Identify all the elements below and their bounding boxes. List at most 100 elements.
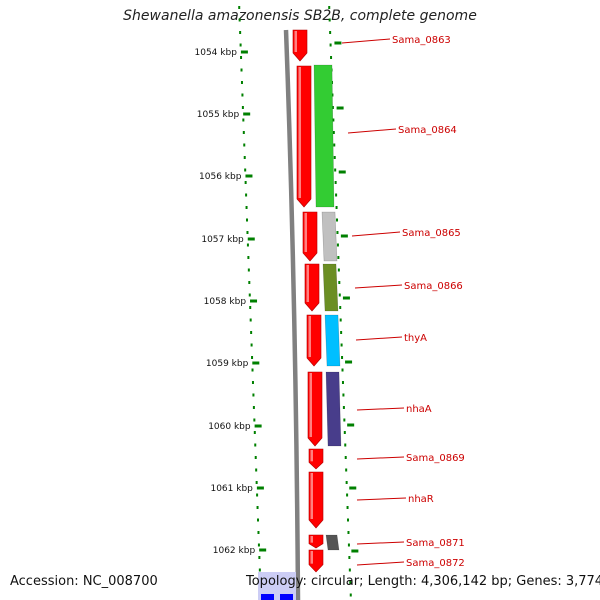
guide-dot [333, 143, 336, 147]
guide-dot [253, 431, 256, 434]
kbp-tick-label: 1059 kbp [206, 359, 249, 369]
kbp-tick [245, 174, 253, 178]
minor-tick [338, 170, 346, 174]
label-leader-line [351, 231, 401, 237]
guide-dot [334, 168, 337, 172]
guide-dot [348, 556, 351, 559]
guide-dot [258, 556, 261, 559]
minor-tick [349, 486, 357, 490]
gene-bar [325, 534, 340, 551]
rna-feature [261, 594, 274, 600]
label-leader-line [356, 541, 405, 545]
guide-dot [251, 356, 254, 359]
label-leader-line [356, 407, 405, 411]
guide-dot [328, 18, 331, 22]
guide-dot [257, 518, 260, 522]
guide-dot [341, 356, 344, 359]
guide-dot [340, 331, 343, 334]
guide-dot [348, 568, 351, 572]
guide-dot [338, 293, 341, 297]
guide-dot [349, 581, 352, 584]
guide-dot [339, 306, 342, 309]
guide-dot [246, 218, 249, 222]
guide-dot [345, 468, 348, 472]
kbp-tick [254, 424, 262, 428]
kbp-tick-label: 1062 kbp [213, 546, 256, 556]
cds-arrow-highlight [310, 551, 313, 564]
guide-dot [254, 443, 257, 447]
genome-backbone [283, 29, 301, 600]
gene-label: Sama_0864 [398, 125, 457, 136]
label-leader-line [341, 38, 391, 44]
guide-dot [257, 531, 260, 534]
guide-dot [246, 243, 249, 247]
kbp-tick [240, 50, 248, 54]
rna-feature [280, 594, 293, 600]
guide-dot [345, 481, 348, 484]
label-leader-line [356, 497, 407, 501]
guide-dot [343, 418, 346, 422]
guide-dot [337, 256, 340, 259]
minor-tick [336, 106, 344, 110]
guide-dot [244, 168, 247, 172]
guide-dot [257, 543, 260, 547]
guide-dot [342, 393, 345, 397]
guide-dot [240, 81, 243, 84]
guide-dot [334, 181, 337, 184]
label-leader-line [356, 456, 405, 460]
gene-features [313, 64, 342, 551]
guide-dot [240, 68, 243, 72]
guide-dot [332, 131, 335, 134]
label-leader-line [355, 336, 403, 341]
guide-dot [342, 406, 345, 409]
guide-dot [347, 531, 350, 534]
guide-dot [253, 418, 256, 422]
kbp-tick [252, 361, 260, 365]
guide-dot [335, 193, 338, 197]
guide-dot [337, 268, 340, 272]
gene-label: Sama_0872 [406, 558, 465, 569]
guide-dot [250, 331, 253, 334]
guide-dot [251, 381, 254, 384]
kbp-tick-label: 1055 kbp [197, 110, 240, 120]
gene-bar [325, 371, 342, 447]
gene-bar [321, 211, 338, 262]
guide-dot [332, 118, 335, 122]
guide-dot [335, 206, 338, 209]
topology-text: Topology: circular; Length: 4,306,142 bp… [246, 574, 600, 589]
guide-dot [328, 6, 331, 9]
kbp-tick [256, 486, 264, 490]
kbp-tick [243, 112, 251, 116]
guide-dot [241, 93, 244, 97]
guide-dot [340, 343, 343, 347]
gene-label: Sama_0871 [406, 538, 465, 549]
guide-dot [247, 268, 250, 272]
cds-arrow-highlight [304, 213, 307, 252]
gene-label: thyA [404, 333, 427, 344]
guide-dot [339, 318, 342, 322]
guide-dot [250, 343, 253, 347]
kbp-tick-label: 1056 kbp [199, 172, 242, 182]
guide-dot [254, 456, 257, 459]
guide-dot [336, 231, 339, 234]
label-leader-line [356, 561, 405, 566]
minor-tick [340, 234, 348, 238]
cds-arrow-highlight [310, 473, 313, 519]
kbp-tick-label: 1057 kbp [201, 235, 244, 245]
cds-arrow-highlight [310, 450, 313, 462]
guide-dot [242, 118, 245, 122]
cds-arrow-highlight [306, 265, 309, 302]
gene-bar [322, 263, 339, 312]
guide-dot [331, 106, 334, 109]
guide-dot [344, 443, 347, 447]
label-leader-line [347, 128, 397, 134]
guide-dot [240, 56, 243, 59]
guide-dot [336, 243, 339, 247]
cds-arrow-highlight [310, 536, 313, 543]
minor-tick [342, 296, 350, 300]
guide-dot [252, 406, 255, 409]
guide-dot [336, 218, 339, 222]
gene-bar [313, 64, 335, 208]
guide-dot [248, 293, 251, 297]
